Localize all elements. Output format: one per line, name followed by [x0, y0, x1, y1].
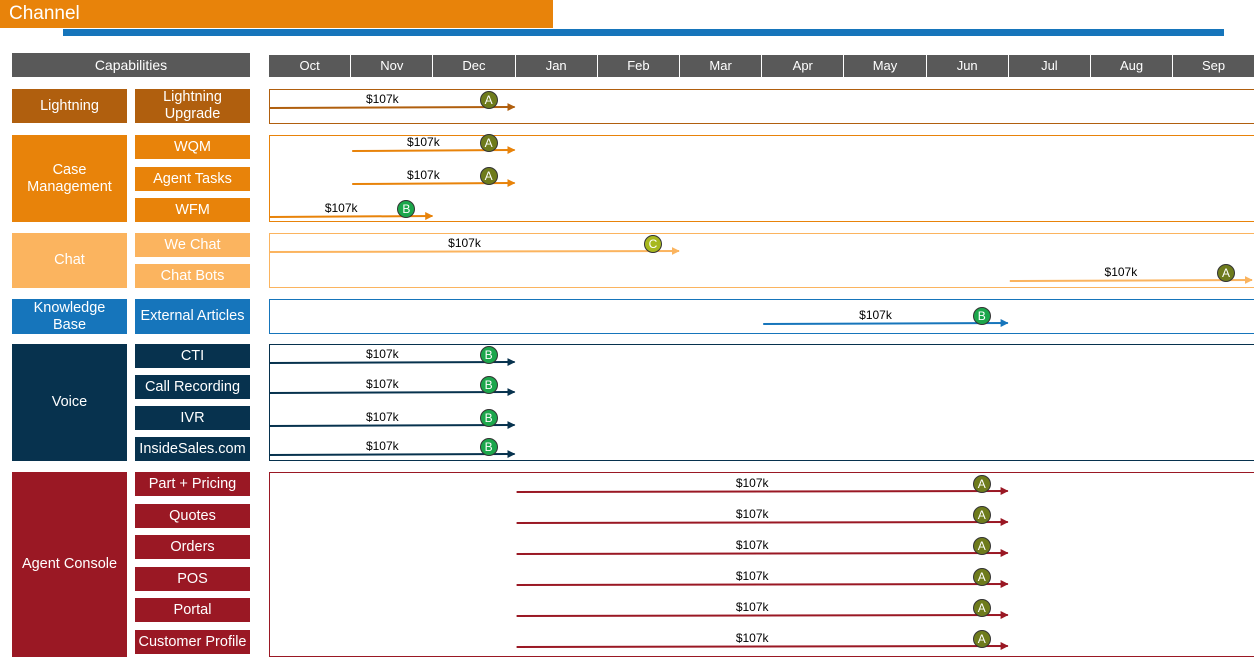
title-underline: [63, 29, 1224, 36]
status-badge: A: [972, 630, 991, 648]
cost-label: $107k: [1104, 265, 1138, 279]
cost-label: $107k: [365, 410, 399, 424]
capability-insidesales-com: InsideSales.com: [135, 437, 250, 461]
status-badge: B: [479, 346, 498, 364]
status-badge: B: [397, 200, 416, 218]
status-badge: B: [972, 307, 991, 325]
month-apr: Apr: [762, 55, 844, 77]
cost-label: $107k: [365, 347, 399, 361]
status-badge: B: [479, 376, 498, 394]
capability-pos: POS: [135, 567, 250, 591]
category-voice: Voice: [12, 344, 127, 461]
cost-label: $107k: [859, 308, 892, 322]
capability-customer-profile: Customer Profile: [135, 630, 250, 654]
capability-chat-bots: Chat Bots: [135, 264, 250, 288]
category-case-management: Case Management: [12, 135, 127, 222]
cost-label: $107k: [735, 600, 769, 614]
category-agent-console: Agent Console: [12, 472, 127, 657]
lane-knowledge-base: [269, 299, 1254, 334]
capability-ivr: IVR: [135, 406, 250, 430]
month-jan: Jan: [515, 55, 597, 77]
status-badge: A: [479, 134, 498, 152]
capability-cti: CTI: [135, 344, 250, 368]
status-badge: A: [479, 91, 498, 109]
cost-label: $107k: [735, 631, 769, 645]
month-oct: Oct: [269, 55, 351, 77]
cost-label: $107k: [407, 168, 440, 182]
cost-label: $107k: [324, 201, 358, 215]
status-badge: A: [972, 537, 991, 555]
month-aug: Aug: [1091, 55, 1173, 77]
status-badge: A: [972, 506, 991, 524]
month-feb: Feb: [597, 55, 679, 77]
capability-call-recording: Call Recording: [135, 375, 250, 399]
status-badge: A: [479, 167, 498, 185]
month-nov: Nov: [351, 55, 433, 77]
cost-label: $107k: [735, 538, 769, 552]
cost-label: $107k: [365, 377, 399, 391]
month-dec: Dec: [433, 55, 515, 77]
status-badge: A: [972, 568, 991, 586]
status-badge: B: [479, 438, 498, 456]
capability-we-chat: We Chat: [135, 233, 250, 257]
capability-external-articles: External Articles: [135, 299, 250, 334]
cost-label: $107k: [448, 236, 481, 250]
month-jun: Jun: [926, 55, 1008, 77]
capability-wfm: WFM: [135, 198, 250, 222]
status-badge: A: [972, 475, 991, 493]
capability-lightning-upgrade: Lightning Upgrade: [135, 89, 250, 123]
capability-part-pricing: Part + Pricing: [135, 472, 250, 496]
month-jul: Jul: [1008, 55, 1090, 77]
lane-lightning: [269, 89, 1254, 124]
cost-label: $107k: [735, 507, 769, 521]
month-sep: Sep: [1173, 55, 1254, 77]
capability-quotes: Quotes: [135, 504, 250, 528]
capability-agent-tasks: Agent Tasks: [135, 167, 250, 191]
category-chat: Chat: [12, 233, 127, 288]
category-lightning: Lightning: [12, 89, 127, 123]
lane-chat: [269, 233, 1254, 288]
month-may: May: [844, 55, 926, 77]
lane-agent-console: [269, 472, 1254, 657]
category-knowledge-base: Knowledge Base: [12, 299, 127, 334]
cost-label: $107k: [735, 569, 769, 583]
page-title: Channel: [0, 0, 553, 28]
cost-label: $107k: [365, 92, 399, 106]
lane-voice: [269, 344, 1254, 461]
capability-portal: Portal: [135, 598, 250, 622]
capability-wqm: WQM: [135, 135, 250, 159]
cost-label: $107k: [735, 476, 769, 490]
status-badge: C: [644, 235, 662, 253]
status-badge: A: [972, 599, 991, 617]
status-badge: A: [1217, 264, 1235, 282]
cost-label: $107k: [407, 135, 440, 149]
capabilities-header: Capabilities: [12, 53, 250, 77]
cost-label: $107k: [365, 439, 399, 453]
status-badge: B: [479, 409, 498, 427]
month-mar: Mar: [680, 55, 762, 77]
capability-orders: Orders: [135, 535, 250, 559]
